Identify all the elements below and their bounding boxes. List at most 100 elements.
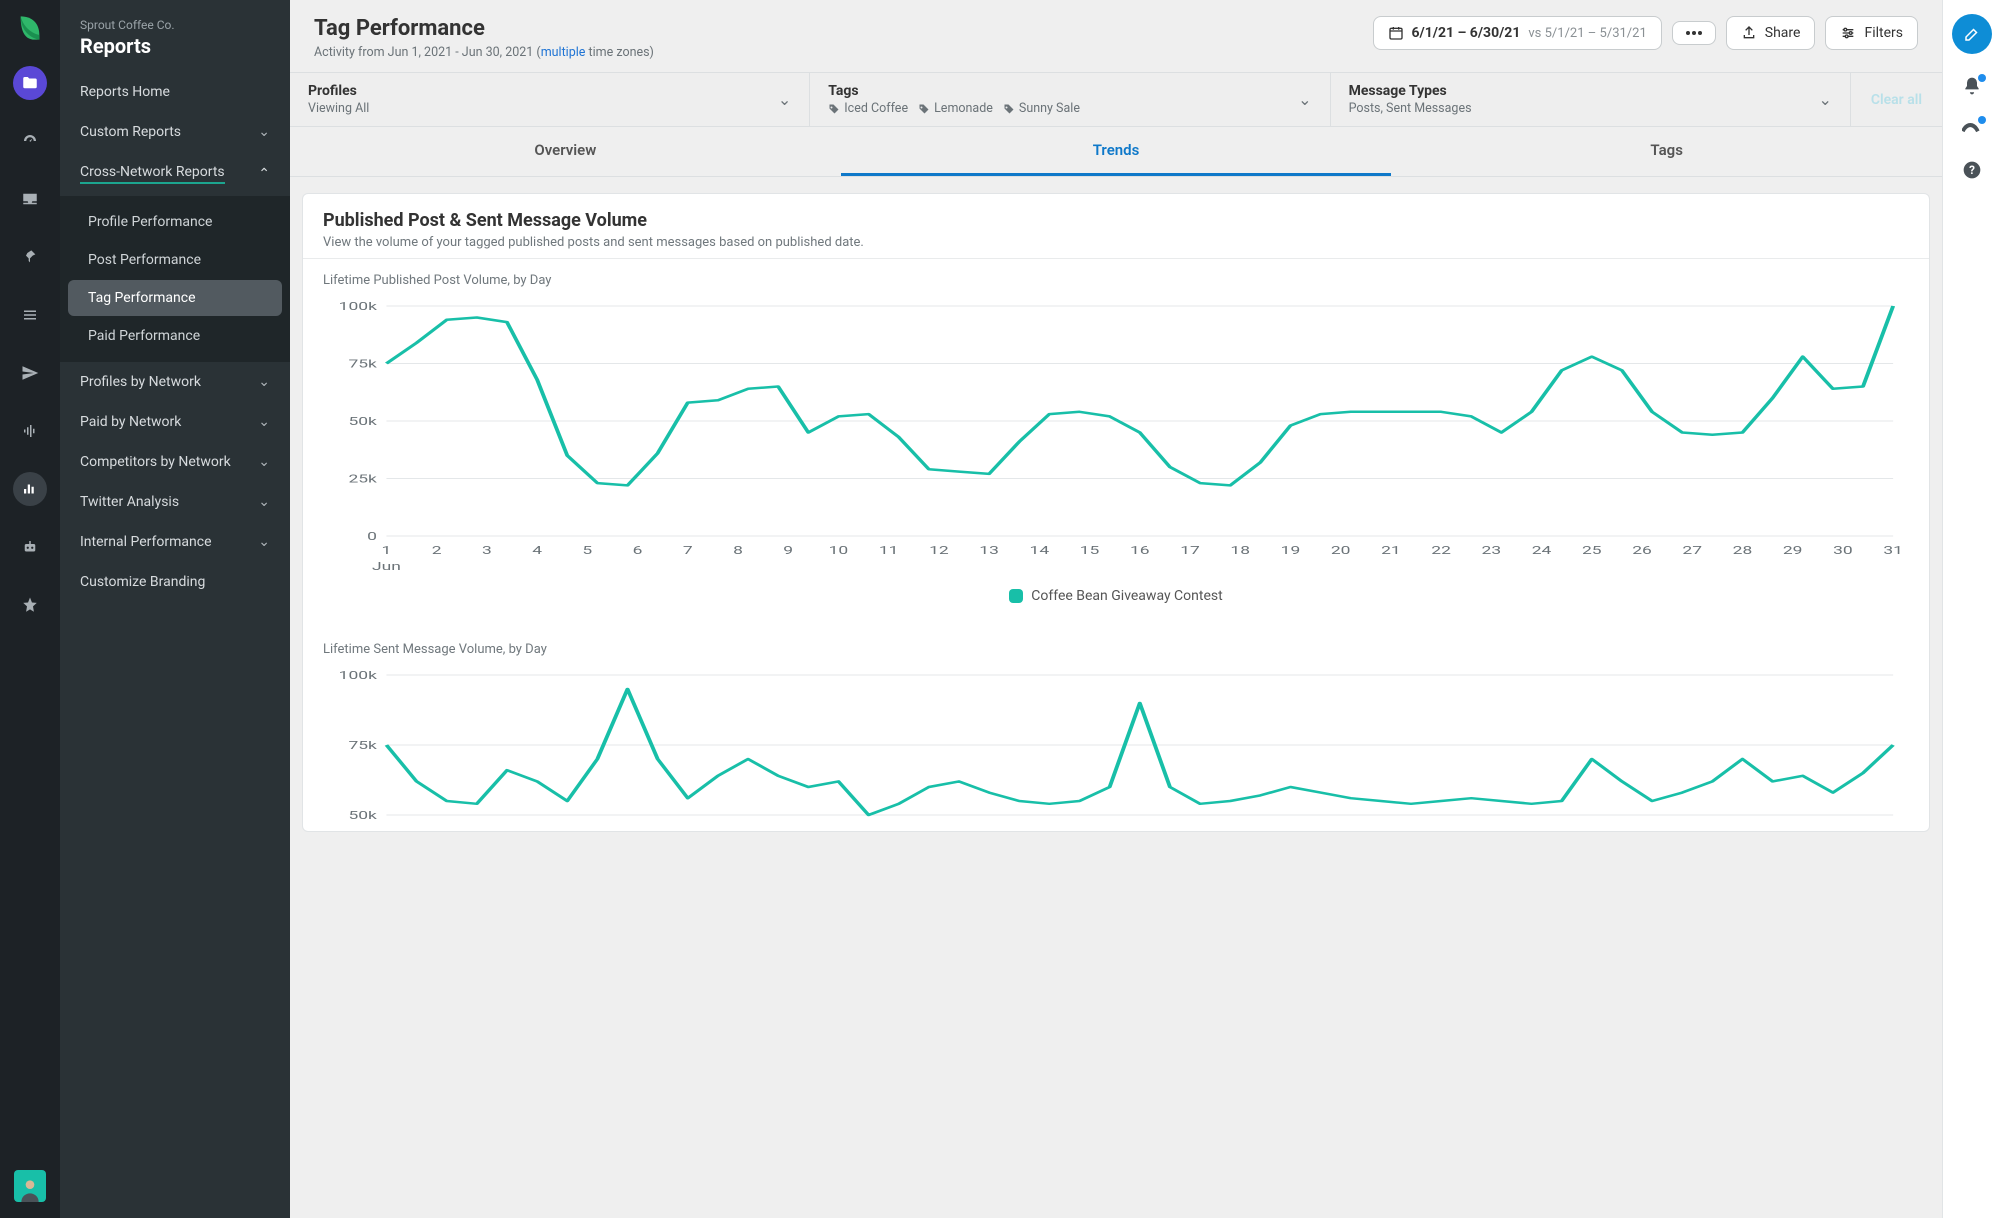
help-button[interactable]: ? <box>1962 160 1982 180</box>
svg-text:10: 10 <box>829 543 849 557</box>
chart-legend: Coffee Bean Giveaway Contest <box>323 576 1909 622</box>
nav-competitors-by-network[interactable]: Competitors by Network⌄ <box>60 442 290 482</box>
filters-button[interactable]: Filters <box>1825 16 1918 50</box>
nav-custom-reports[interactable]: Custom Reports⌄ <box>60 112 290 152</box>
chevron-down-icon: ⌄ <box>1818 90 1831 109</box>
nav-reports-icon[interactable] <box>13 472 47 506</box>
legend-swatch <box>1009 589 1023 603</box>
dots-icon <box>1685 30 1703 36</box>
svg-text:25k: 25k <box>348 472 377 486</box>
icon-rail <box>0 0 60 1218</box>
compose-icon <box>1963 25 1981 43</box>
svg-text:100k: 100k <box>339 668 378 682</box>
clear-all-button[interactable]: Clear all <box>1851 73 1942 126</box>
tab-trends[interactable]: Trends <box>841 127 1392 176</box>
nav-customize-branding[interactable]: Customize Branding <box>60 562 290 602</box>
svg-text:6: 6 <box>633 543 643 557</box>
svg-text:13: 13 <box>979 543 999 557</box>
sub-post-performance[interactable]: Post Performance <box>68 242 282 278</box>
notification-dot <box>1978 116 1986 124</box>
svg-text:7: 7 <box>683 543 693 557</box>
svg-text:26: 26 <box>1632 543 1652 557</box>
volume-card: Published Post & Sent Message Volume Vie… <box>302 193 1930 832</box>
svg-text:9: 9 <box>783 543 793 557</box>
sidebar-header: Sprout Coffee Co. Reports <box>60 0 290 72</box>
nav-cross-network[interactable]: Cross-Network Reports⌃ <box>60 152 290 196</box>
filter-bar: Profiles Viewing All ⌄ Tags Iced CoffeeL… <box>290 72 1942 127</box>
chevron-down-icon: ⌄ <box>1298 90 1311 109</box>
more-menu-button[interactable] <box>1672 21 1716 45</box>
nav-profiles-by-network[interactable]: Profiles by Network⌄ <box>60 362 290 402</box>
chevron-up-icon: ⌃ <box>258 166 270 182</box>
svg-text:20: 20 <box>1331 543 1351 557</box>
share-icon <box>1741 25 1757 41</box>
svg-text:75k: 75k <box>348 357 377 371</box>
svg-text:25: 25 <box>1582 543 1602 557</box>
nav-paid-by-network[interactable]: Paid by Network⌄ <box>60 402 290 442</box>
activity-button[interactable] <box>1962 118 1982 138</box>
svg-text:5: 5 <box>582 543 592 557</box>
help-icon: ? <box>1962 160 1982 180</box>
sub-paid-performance[interactable]: Paid Performance <box>68 318 282 354</box>
nav-inbox-icon[interactable] <box>13 182 47 216</box>
svg-text:Jun: Jun <box>372 559 401 573</box>
sub-tag-performance[interactable]: Tag Performance <box>68 280 282 316</box>
svg-text:3: 3 <box>482 543 492 557</box>
svg-text:1: 1 <box>382 543 392 557</box>
tag-chip: Iced Coffee <box>828 101 908 116</box>
svg-text:18: 18 <box>1230 543 1250 557</box>
svg-text:2: 2 <box>432 543 442 557</box>
filter-message-types[interactable]: Message Types Posts, Sent Messages ⌄ <box>1331 73 1851 126</box>
topbar: Tag Performance Activity from Jun 1, 202… <box>290 0 1942 72</box>
svg-text:21: 21 <box>1381 543 1401 557</box>
share-button[interactable]: Share <box>1726 16 1816 50</box>
svg-text:22: 22 <box>1431 543 1451 557</box>
nav-reports-home[interactable]: Reports Home <box>60 72 290 112</box>
svg-text:24: 24 <box>1532 543 1552 557</box>
svg-text:8: 8 <box>733 543 743 557</box>
nav-internal-performance[interactable]: Internal Performance⌄ <box>60 522 290 562</box>
calendar-icon <box>1388 25 1404 41</box>
top-actions: 6/1/21 – 6/30/21 vs 5/1/21 – 5/31/21 Sha… <box>1373 16 1919 50</box>
nav-list-icon[interactable] <box>13 298 47 332</box>
svg-text:4: 4 <box>532 543 542 557</box>
svg-text:31: 31 <box>1883 543 1903 557</box>
user-avatar[interactable] <box>14 1170 46 1202</box>
nav-send-icon[interactable] <box>13 356 47 390</box>
cross-network-submenu: Profile Performance Post Performance Tag… <box>60 196 290 362</box>
filter-tags[interactable]: Tags Iced CoffeeLemonadeSunny Sale ⌄ <box>810 73 1330 126</box>
tab-tags[interactable]: Tags <box>1391 127 1942 176</box>
nav-folder-icon[interactable] <box>13 66 47 100</box>
compose-button[interactable] <box>1952 14 1992 54</box>
tag-chip: Sunny Sale <box>1003 101 1080 116</box>
page-subtitle: Activity from Jun 1, 2021 - Jun 30, 2021… <box>314 45 654 60</box>
notifications-button[interactable] <box>1962 76 1982 96</box>
content: Published Post & Sent Message Volume Vie… <box>290 177 1942 1218</box>
nav-pin-icon[interactable] <box>13 240 47 274</box>
tag-chip: Lemonade <box>918 101 993 116</box>
nav-star-icon[interactable] <box>13 588 47 622</box>
nav-twitter-analysis[interactable]: Twitter Analysis⌄ <box>60 482 290 522</box>
chart2: 100k75k50k <box>323 665 1909 825</box>
svg-text:100k: 100k <box>339 299 378 313</box>
nav-bot-icon[interactable] <box>13 530 47 564</box>
filter-profiles[interactable]: Profiles Viewing All ⌄ <box>290 73 810 126</box>
svg-text:14: 14 <box>1030 543 1050 557</box>
sliders-icon <box>1840 25 1856 41</box>
svg-text:15: 15 <box>1080 543 1100 557</box>
company-name: Sprout Coffee Co. <box>80 18 270 32</box>
timezone-link[interactable]: multiple <box>541 45 586 60</box>
sprout-logo <box>16 14 44 42</box>
sub-profile-performance[interactable]: Profile Performance <box>68 204 282 240</box>
svg-text:19: 19 <box>1281 543 1301 557</box>
nav-gauge-icon[interactable] <box>13 124 47 158</box>
chart1: 100k75k50k25k012345678910111213141516171… <box>323 296 1909 576</box>
svg-text:11: 11 <box>879 543 899 557</box>
nav-audio-icon[interactable] <box>13 414 47 448</box>
chevron-down-icon: ⌄ <box>258 124 270 140</box>
page-title: Tag Performance <box>314 16 654 41</box>
tab-overview[interactable]: Overview <box>290 127 841 176</box>
date-range-picker[interactable]: 6/1/21 – 6/30/21 vs 5/1/21 – 5/31/21 <box>1373 16 1662 50</box>
notification-dot <box>1978 74 1986 82</box>
legend-label: Coffee Bean Giveaway Contest <box>1031 588 1222 604</box>
